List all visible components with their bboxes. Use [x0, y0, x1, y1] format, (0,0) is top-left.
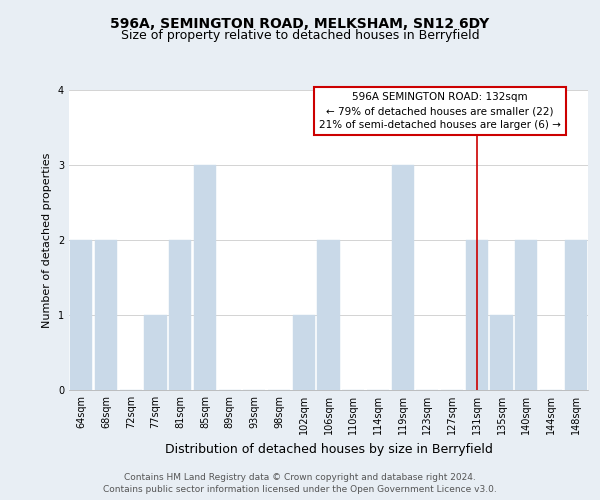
Bar [515, 240, 538, 390]
Bar [95, 240, 117, 390]
X-axis label: Distribution of detached houses by size in Berryfield: Distribution of detached houses by size … [164, 442, 493, 456]
Text: 596A, SEMINGTON ROAD, MELKSHAM, SN12 6DY: 596A, SEMINGTON ROAD, MELKSHAM, SN12 6DY [110, 18, 490, 32]
Text: Contains HM Land Registry data © Crown copyright and database right 2024.
Contai: Contains HM Land Registry data © Crown c… [103, 472, 497, 494]
Bar [194, 165, 216, 390]
Bar [466, 240, 488, 390]
Bar [145, 315, 167, 390]
Text: 596A SEMINGTON ROAD: 132sqm
← 79% of detached houses are smaller (22)
21% of sem: 596A SEMINGTON ROAD: 132sqm ← 79% of det… [319, 92, 560, 130]
Bar [293, 315, 315, 390]
Bar [392, 165, 414, 390]
Bar [490, 315, 512, 390]
Text: Size of property relative to detached houses in Berryfield: Size of property relative to detached ho… [121, 29, 479, 42]
Bar [169, 240, 191, 390]
Bar [70, 240, 92, 390]
Y-axis label: Number of detached properties: Number of detached properties [43, 152, 52, 328]
Bar [317, 240, 340, 390]
Bar [565, 240, 587, 390]
